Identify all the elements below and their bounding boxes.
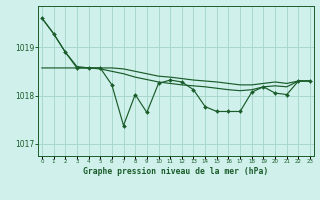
X-axis label: Graphe pression niveau de la mer (hPa): Graphe pression niveau de la mer (hPa) [84, 167, 268, 176]
